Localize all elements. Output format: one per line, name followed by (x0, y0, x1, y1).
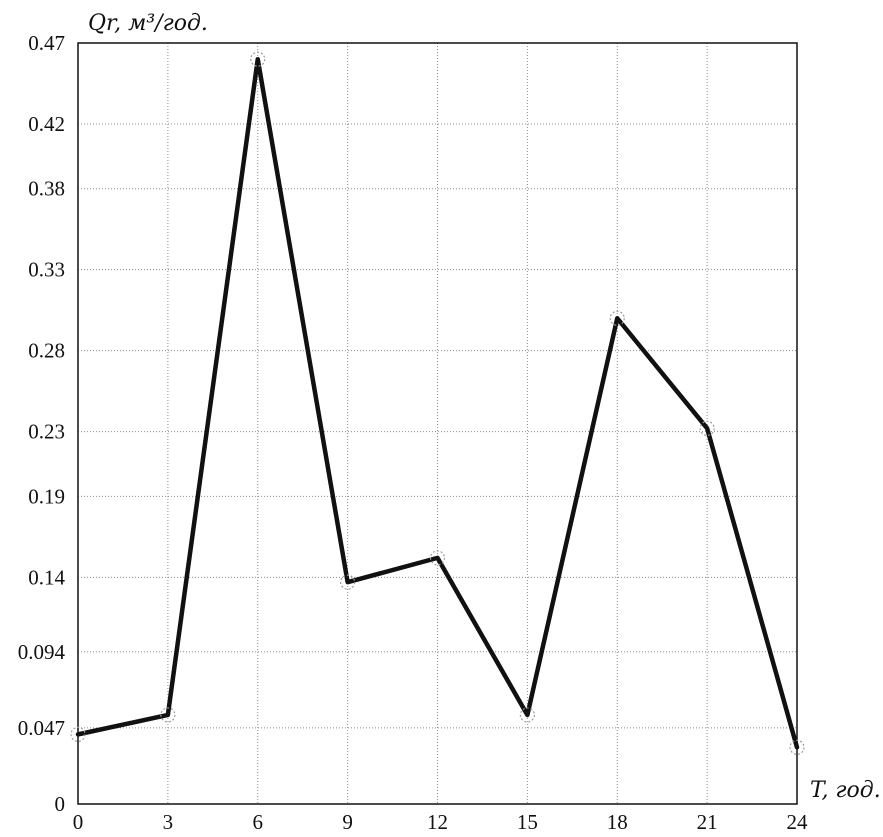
y-axis-title: Qr, м³/год. (88, 11, 208, 36)
y-tick-label: 0.094 (18, 640, 66, 664)
x-tick-label: 12 (427, 810, 448, 834)
y-tick-label: 0.14 (28, 565, 65, 589)
data-point (70, 726, 86, 742)
data-point (699, 420, 715, 436)
x-tick-label: 15 (517, 810, 538, 834)
x-tick-label: 18 (607, 810, 628, 834)
grid (77, 42, 798, 805)
series (70, 51, 805, 755)
plot-frame (77, 42, 798, 805)
series-line (75, 56, 800, 750)
data-point (429, 550, 446, 566)
data-point (519, 707, 535, 723)
x-tick-label: 6 (253, 810, 264, 834)
data-point (340, 574, 356, 590)
data-point (250, 51, 266, 67)
y-tick-labels: 0 0.047 0.094 0.14 0.19 0.23 0.28 0.33 0.38 0.42 0… (18, 31, 66, 816)
y-tick-label: 0.42 (28, 112, 65, 136)
x-tick-label: 0 (73, 810, 84, 834)
data-point (609, 310, 625, 326)
y-tick-label: 0.38 (28, 177, 65, 201)
x-axis-title: T, год. (810, 778, 881, 803)
x-tick-label: 3 (163, 810, 174, 834)
y-tick-label: 0.28 (28, 339, 65, 363)
y-tick-label: 0.47 (28, 31, 65, 55)
y-tick-label: 0.33 (28, 258, 65, 282)
x-tick-labels: 0 3 6 9 12 15 18 21 24 (73, 810, 808, 834)
data-point (789, 739, 805, 755)
x-tick-label: 21 (697, 810, 718, 834)
y-tick-label: 0.19 (28, 484, 65, 508)
data-point (160, 707, 176, 723)
x-tick-label: 24 (787, 810, 809, 834)
x-tick-label: 9 (342, 810, 353, 834)
y-tick-label: 0 (55, 792, 66, 816)
y-tick-label: 0.047 (18, 716, 65, 740)
y-tick-label: 0.23 (28, 420, 65, 444)
